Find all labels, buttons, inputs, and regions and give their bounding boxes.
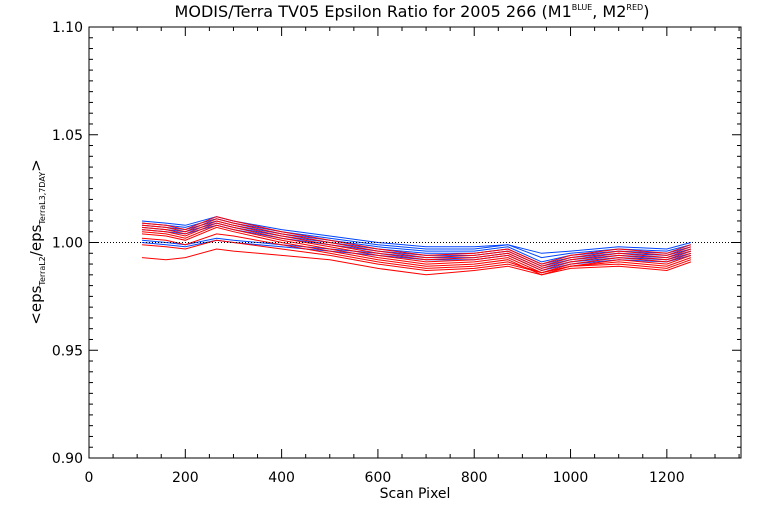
y-tick-label: 1.05 xyxy=(52,128,83,144)
series-line-m2-11 xyxy=(141,222,692,272)
chart-title-sup-blue: BLUE xyxy=(572,3,592,12)
chart-title-end: ) xyxy=(643,2,649,21)
y-axis-label-sub2: TerraL3,7DAY xyxy=(38,172,47,226)
series-line-m2-10 xyxy=(141,220,692,269)
series-line-m2-13 xyxy=(141,226,692,276)
series-line-m2-16 xyxy=(141,248,692,276)
y-axis-label-close: > xyxy=(27,159,45,172)
y-tick-label: 1.00 xyxy=(52,236,83,252)
series-line-m2-15 xyxy=(141,239,692,274)
x-axis-label: Scan Pixel xyxy=(380,486,451,502)
series-line-m2-8 xyxy=(141,216,692,265)
chart-title-mid: , M2 xyxy=(592,2,626,21)
series-line-m1-6 xyxy=(141,237,692,269)
axis-ticks: 0 200 400 600 800 1000 1200 0.90 0.95 1.00 1.05 1.1… xyxy=(52,20,741,486)
x-tick-label: 600 xyxy=(365,470,392,486)
series-line-m2-9 xyxy=(141,218,692,267)
plot-frame xyxy=(88,26,742,459)
chart-title-main: MODIS/Terra TV05 Epsilon Ratio for 2005 … xyxy=(175,2,572,21)
x-tick-label: 200 xyxy=(172,470,199,486)
x-tick-label: 1200 xyxy=(649,470,685,486)
y-axis-label-slash: /eps xyxy=(27,224,45,256)
y-axis-label: <epsTerraL2/epsTerraL3,7DAY> xyxy=(27,159,47,324)
series-line-m2-12 xyxy=(141,224,692,274)
y-axis-label-sub1: TerraL2 xyxy=(38,256,47,286)
x-tick-label: 400 xyxy=(268,470,295,486)
y-tick-label: 0.90 xyxy=(52,451,83,467)
x-tick-label: 0 xyxy=(85,470,94,486)
series-line-m1-7 xyxy=(141,239,692,272)
x-tick-label: 800 xyxy=(461,470,488,486)
x-tick-label: 1000 xyxy=(553,470,589,486)
y-axis-label-open: <eps xyxy=(27,285,45,324)
series-line-m2-14 xyxy=(141,233,692,274)
y-tick-label: 0.95 xyxy=(52,343,83,359)
series-lines xyxy=(141,216,692,276)
y-tick-label: 1.10 xyxy=(52,20,83,36)
chart-title-sup-red: RED xyxy=(626,3,643,12)
series-line-m1-1 xyxy=(141,216,692,254)
chart-title: MODIS/Terra TV05 Epsilon Ratio for 2005 … xyxy=(175,2,650,21)
